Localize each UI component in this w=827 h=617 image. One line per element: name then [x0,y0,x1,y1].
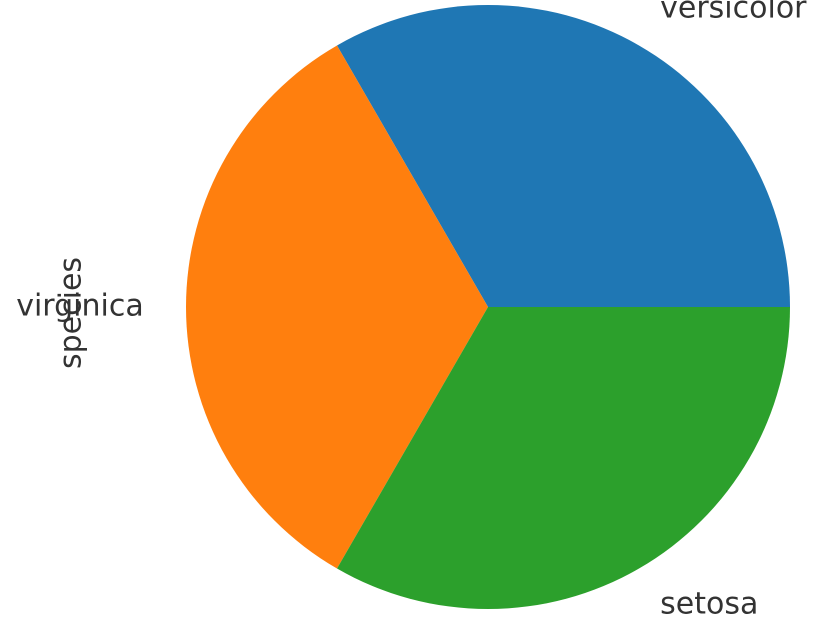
y-axis-label: species [54,257,89,369]
slice-label-setosa: setosa [660,587,758,617]
pie-slices [186,5,790,609]
slice-label-virginica: virginica [16,289,144,324]
pie-slice-versicolor [337,5,790,307]
slice-label-versicolor: versicolor [660,0,807,25]
pie-slice-setosa [337,307,790,609]
slice-labels: versicolor virginica setosa [16,0,807,617]
